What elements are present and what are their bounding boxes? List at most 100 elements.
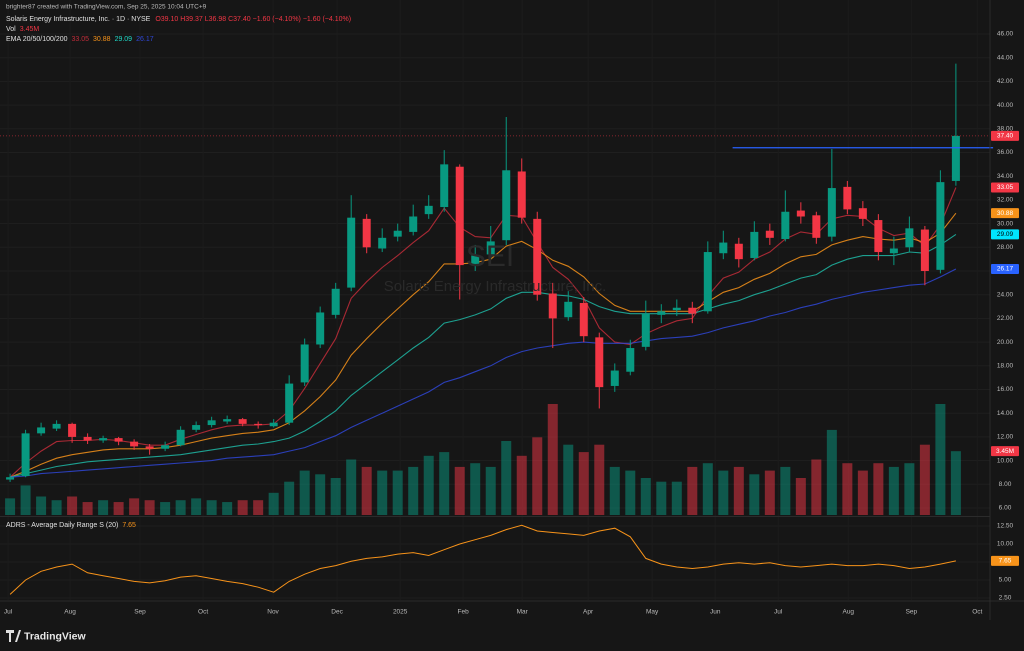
volume-bar xyxy=(361,466,372,515)
volume-bar xyxy=(454,466,465,515)
volume-bar xyxy=(392,470,403,515)
candle-body xyxy=(905,228,914,248)
volume-bar xyxy=(640,478,651,515)
candle-body xyxy=(657,311,666,315)
volume-bar xyxy=(656,481,667,515)
candle-body xyxy=(68,423,77,437)
candle-body xyxy=(192,425,201,430)
volume-bar xyxy=(609,466,620,515)
price-tag-label: 33.05 xyxy=(997,184,1014,191)
volume-bar xyxy=(175,500,186,515)
candle-body xyxy=(781,211,790,240)
volume-bar xyxy=(330,478,341,515)
y-tick-label: 46.00 xyxy=(997,31,1014,38)
volume-bar xyxy=(516,455,527,515)
price-tag-label: 26.17 xyxy=(997,266,1014,273)
x-tick-label: Aug xyxy=(64,609,76,616)
candle-body xyxy=(874,220,883,253)
candle-body xyxy=(409,216,418,232)
volume-bar xyxy=(857,470,868,515)
candle-body xyxy=(688,307,697,314)
price-tag xyxy=(991,446,1019,457)
brand-name: TradingView xyxy=(24,630,86,642)
volume-bar xyxy=(470,463,481,515)
volume-bar xyxy=(423,455,434,515)
volume-bar xyxy=(687,466,698,515)
ema-legend: EMA 20/50/100/200 xyxy=(6,36,68,43)
volume-bar xyxy=(20,485,31,515)
x-tick-label: Apr xyxy=(583,609,594,616)
y-tick-label: 44.00 xyxy=(997,54,1014,61)
volume-bar xyxy=(780,466,791,515)
ema-line xyxy=(10,268,957,478)
candle-body xyxy=(21,433,30,477)
y-tick-label: 6.00 xyxy=(999,505,1012,512)
y-tick-label: 5.00 xyxy=(999,577,1012,584)
candle-body xyxy=(378,237,387,249)
volume-bar xyxy=(950,451,961,515)
candle-body xyxy=(393,230,402,237)
candle-body xyxy=(362,218,371,248)
volume-bar xyxy=(67,496,78,515)
x-tick-label: 2025 xyxy=(393,609,408,616)
candle-body xyxy=(440,164,449,208)
price-tag xyxy=(991,208,1019,219)
volume-bar xyxy=(563,444,574,515)
candle-body xyxy=(517,171,526,218)
candle-body xyxy=(843,186,852,210)
candle-body xyxy=(6,477,15,480)
volume-bar xyxy=(826,429,837,515)
adr-line xyxy=(9,524,957,595)
volume-bar xyxy=(547,404,558,515)
volume-name: Vol xyxy=(6,26,16,33)
symbol: Solaris Energy Infrastructure, Inc. · 1D… xyxy=(6,16,151,23)
y-tick-label: 10.00 xyxy=(997,457,1014,464)
volume-bar xyxy=(191,498,202,515)
candle-body xyxy=(920,229,929,272)
indicator-tag-label: 7.65 xyxy=(999,558,1012,565)
volume-bar xyxy=(873,463,884,515)
x-tick-label: Jul xyxy=(4,609,13,616)
candle-body xyxy=(223,419,232,422)
candle-body xyxy=(595,337,604,388)
volume-bar xyxy=(594,444,605,515)
candle-body xyxy=(285,383,294,423)
candle-body xyxy=(83,436,92,441)
ema-value: 33.05 xyxy=(72,36,90,43)
y-tick-label: 2.50 xyxy=(999,595,1012,602)
price-tag xyxy=(991,229,1019,240)
candle-body xyxy=(52,423,61,429)
y-tick-label: 12.50 xyxy=(997,523,1014,530)
candle-body xyxy=(796,210,805,217)
price-tag xyxy=(991,263,1019,274)
candle-body xyxy=(734,243,743,260)
candle-body xyxy=(99,438,108,441)
volume-bar xyxy=(671,481,682,515)
y-tick-label: 24.00 xyxy=(997,291,1014,298)
volume-bar xyxy=(408,466,419,515)
x-tick-label: Nov xyxy=(267,609,279,616)
volume-bar xyxy=(485,466,496,515)
x-tick-label: Aug xyxy=(842,609,854,616)
volume-bar xyxy=(98,500,109,515)
volume-bar xyxy=(346,459,357,515)
candle-body xyxy=(114,438,123,442)
volume-bar xyxy=(795,478,806,515)
volume-bar xyxy=(51,500,62,515)
y-tick-label: 14.00 xyxy=(997,410,1014,417)
ohlc: O39.10 H39.37 L36.98 C37.40 −1.60 (−4.10… xyxy=(155,16,351,23)
y-tick-label: 8.00 xyxy=(999,481,1012,488)
adr-value: 7.65 xyxy=(122,522,136,529)
x-tick-label: Dec xyxy=(331,609,343,616)
volume-bar xyxy=(764,470,775,515)
volume-bar xyxy=(439,452,450,515)
volume-bar xyxy=(842,463,853,515)
volume-bar xyxy=(749,474,760,515)
adr-legend-line: ADRS - Average Daily Range S (20) 7.65 xyxy=(6,522,136,529)
candle-body xyxy=(626,348,635,372)
y-tick-label: 18.00 xyxy=(997,363,1014,370)
plot-layer: 6.00 8.00 10.00 12.00 14.00 16.00 18.00 20.00 22… xyxy=(0,30,1019,616)
volume-bar xyxy=(206,500,217,515)
volume-bar xyxy=(811,459,822,515)
candle-body xyxy=(486,241,495,255)
